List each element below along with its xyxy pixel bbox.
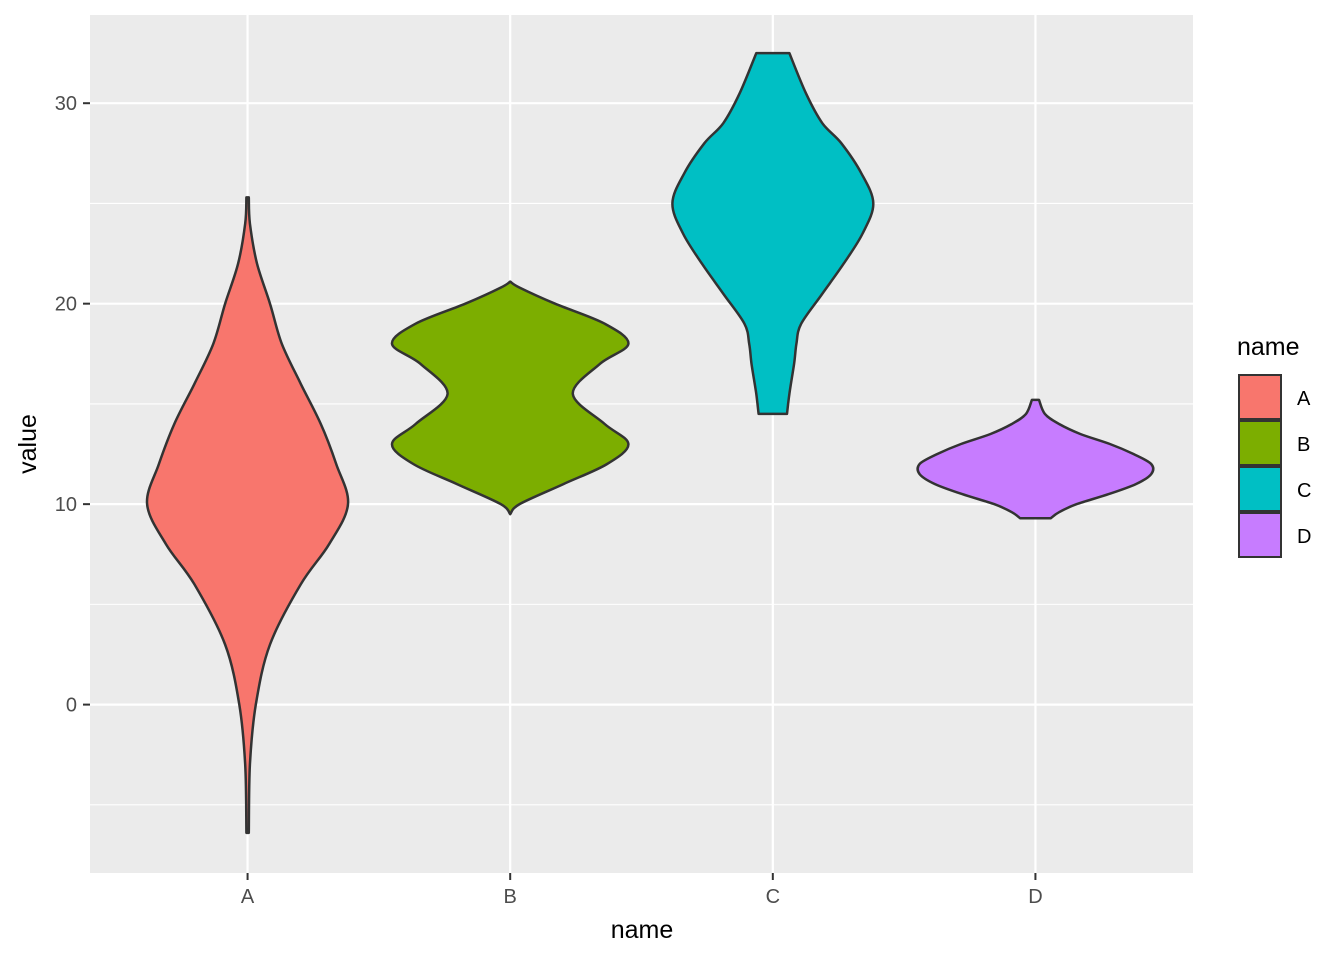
legend-label-A: A xyxy=(1297,388,1311,410)
legend-key-D xyxy=(1238,512,1282,558)
y-tick-label: 0 xyxy=(66,695,77,717)
y-axis-title: value xyxy=(14,414,42,474)
y-tick-label: 20 xyxy=(55,294,77,316)
legend-title: name xyxy=(1237,333,1300,361)
legend-key-A xyxy=(1238,374,1282,420)
x-tick-label: A xyxy=(241,886,255,908)
y-tick-label: 10 xyxy=(55,494,77,516)
x-tick-label: D xyxy=(1028,886,1042,908)
legend-key-B xyxy=(1238,420,1282,466)
violin-D xyxy=(916,398,1155,520)
legend-label-B: B xyxy=(1297,434,1310,456)
legend: name A B C D xyxy=(1237,333,1311,558)
legend-label-C: C xyxy=(1297,480,1311,502)
violin-B xyxy=(390,280,630,516)
violin-A xyxy=(145,196,350,835)
violin-C xyxy=(671,51,875,416)
y-tick-label: 30 xyxy=(55,93,77,115)
legend-label-D: D xyxy=(1297,526,1311,548)
y-axis: 0 10 20 30 xyxy=(55,93,90,717)
x-axis: A B C D xyxy=(241,873,1043,908)
violins xyxy=(145,51,1155,835)
x-axis-title: name xyxy=(611,916,674,944)
legend-key-C xyxy=(1238,466,1282,512)
x-tick-label: B xyxy=(504,886,517,908)
x-tick-label: C xyxy=(766,886,780,908)
